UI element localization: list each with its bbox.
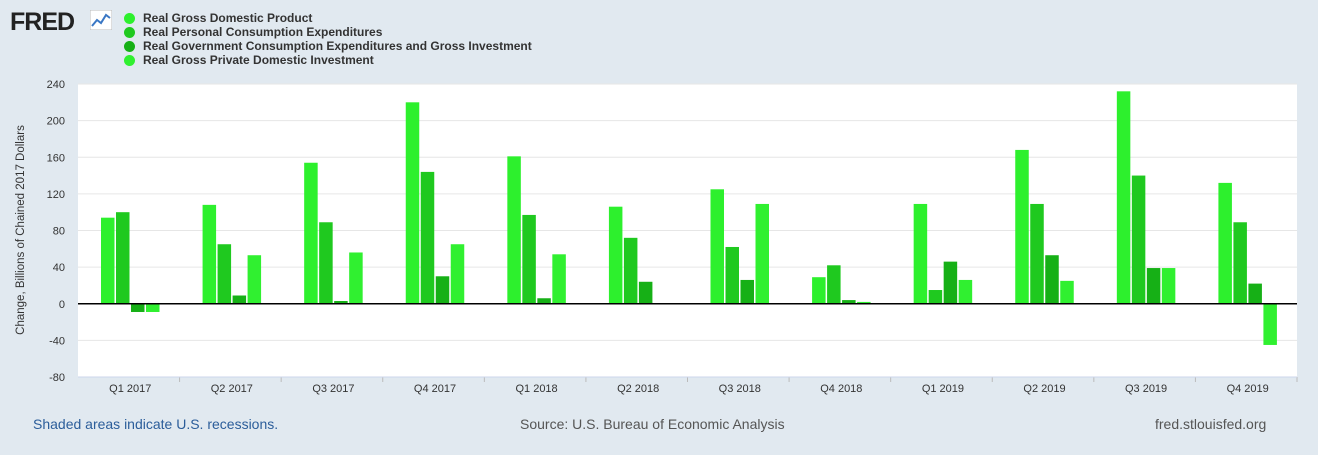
bar [217,244,232,304]
legend-item[interactable]: Real Personal Consumption Expenditures [124,25,532,39]
bar [116,212,130,304]
bar [1060,280,1074,304]
bar [247,255,262,304]
legend-label: Real Personal Consumption Expenditures [143,25,383,39]
bar [522,214,536,304]
bar [608,206,623,304]
bar [812,277,826,304]
x-tick-label: Q2 2018 [617,383,659,395]
bar [101,217,115,304]
bar [1233,222,1247,304]
bar [450,244,465,304]
bar [638,281,653,304]
legend-dot-icon [124,12,135,24]
y-axis-label: Change, Billions of Chained 2017 Dollars [15,125,27,335]
site-link[interactable]: fred.stlouisfed.org [1155,416,1267,432]
x-tick-label: Q3 2017 [312,383,354,395]
bar [857,301,871,304]
bar [1116,91,1131,304]
bar [958,279,973,304]
bar [1248,283,1262,304]
x-tick-label: Q1 2018 [515,383,557,395]
bar [1045,255,1059,304]
bar [435,276,450,304]
bar [146,303,160,312]
x-tick-label: Q3 2018 [719,383,761,395]
y-tick-label: 240 [47,79,65,91]
y-tick-label: 200 [47,116,65,128]
legend-dot-icon [124,40,135,52]
bar [420,171,435,304]
y-axis-label-container: Change, Billions of Chained 2017 Dollars [0,0,40,450]
bar [913,203,928,304]
bar [405,102,420,304]
bar [842,300,856,304]
bar [131,303,145,312]
y-tick-label: -40 [49,335,65,347]
x-tick-label: Q2 2019 [1023,383,1065,395]
bar [710,189,724,304]
x-tick-label: Q4 2017 [414,383,456,395]
legend-item[interactable]: Real Government Consumption Expenditures… [124,39,532,53]
bar [1161,268,1176,304]
bar [552,254,566,304]
bar [725,246,739,304]
legend-label: Real Gross Domestic Product [143,11,313,25]
x-tick-label: Q3 2019 [1125,383,1167,395]
y-tick-label: 40 [53,262,65,274]
bar [1263,303,1277,345]
y-tick-label: 160 [47,152,65,164]
bar [1146,268,1161,304]
x-tick-label: Q1 2019 [922,383,964,395]
bar [1030,203,1044,304]
recession-note-link[interactable]: Shaded areas indicate U.S. recessions. [33,416,279,432]
bar [740,279,754,304]
bar [1015,149,1029,304]
bar [304,162,318,304]
legend-item[interactable]: Real Gross Private Domestic Investment [124,53,532,67]
bar [232,295,247,304]
y-tick-label: -80 [49,372,65,384]
bar [943,261,958,304]
y-tick-label: 0 [59,299,65,311]
bar [349,252,363,304]
source-text: Source: U.S. Bureau of Economic Analysis [520,416,785,432]
x-tick-label: Q4 2018 [820,383,862,395]
legend: Real Gross Domestic Product Real Personal… [124,11,532,67]
bar [1218,182,1232,304]
y-tick-label: 120 [47,189,65,201]
legend-dot-icon [124,54,135,66]
bar [334,301,348,304]
bar [928,290,943,304]
bar [755,203,769,304]
bar [507,156,521,304]
chart-line-icon [90,10,112,30]
x-tick-label: Q4 2019 [1227,383,1269,395]
bar [319,222,333,304]
fred-logo[interactable]: FRED [10,8,75,36]
legend-item[interactable]: Real Gross Domestic Product [124,11,532,25]
bar [623,237,638,304]
legend-label: Real Government Consumption Expenditures… [143,39,532,53]
bar [827,265,841,304]
bar [1131,175,1146,304]
y-tick-label: 80 [53,226,65,238]
x-tick-label: Q1 2017 [109,383,151,395]
bar [537,298,551,304]
bar [202,204,217,304]
legend-dot-icon [124,26,135,38]
legend-label: Real Gross Private Domestic Investment [143,53,374,67]
x-tick-label: Q2 2017 [211,383,253,395]
